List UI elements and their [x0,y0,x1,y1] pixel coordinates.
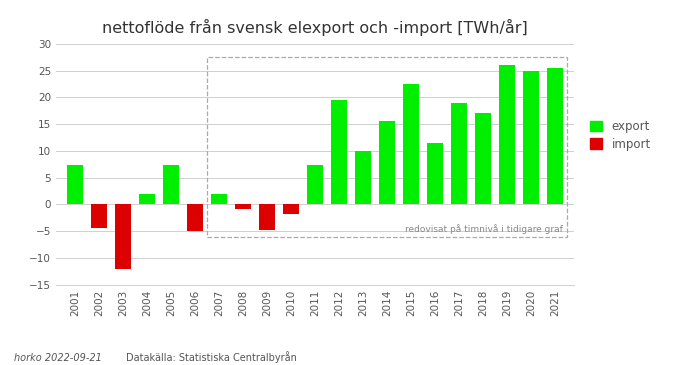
Title: nettoflöde från svensk elexport och -import [TWh/år]: nettoflöde från svensk elexport och -imp… [102,19,528,36]
Bar [116,204,131,269]
Bar [235,204,251,209]
Text: horko 2022-09-21: horko 2022-09-21 [14,353,102,363]
Text: redovisat på timnivå i tidigare graf: redovisat på timnivå i tidigare graf [405,224,564,234]
Bar [139,194,155,204]
Bar [475,114,491,204]
Bar [163,165,179,204]
Bar [211,194,227,204]
Bar [67,165,83,204]
Bar [379,122,395,204]
Bar [355,151,371,204]
Bar [523,70,538,204]
Bar [259,204,275,230]
Bar [499,65,514,204]
Text: Datakälla: Statistiska Centralbyrån: Datakälla: Statistiska Centralbyrån [126,351,297,363]
Bar [307,165,323,204]
Bar [427,143,442,204]
Bar [451,103,467,204]
Bar [403,84,419,204]
Bar [92,204,107,228]
Bar [188,204,203,231]
Bar [547,68,563,204]
Bar [207,57,567,237]
Bar [284,204,299,214]
Legend: export, import: export, import [590,120,651,151]
Bar [331,100,346,204]
